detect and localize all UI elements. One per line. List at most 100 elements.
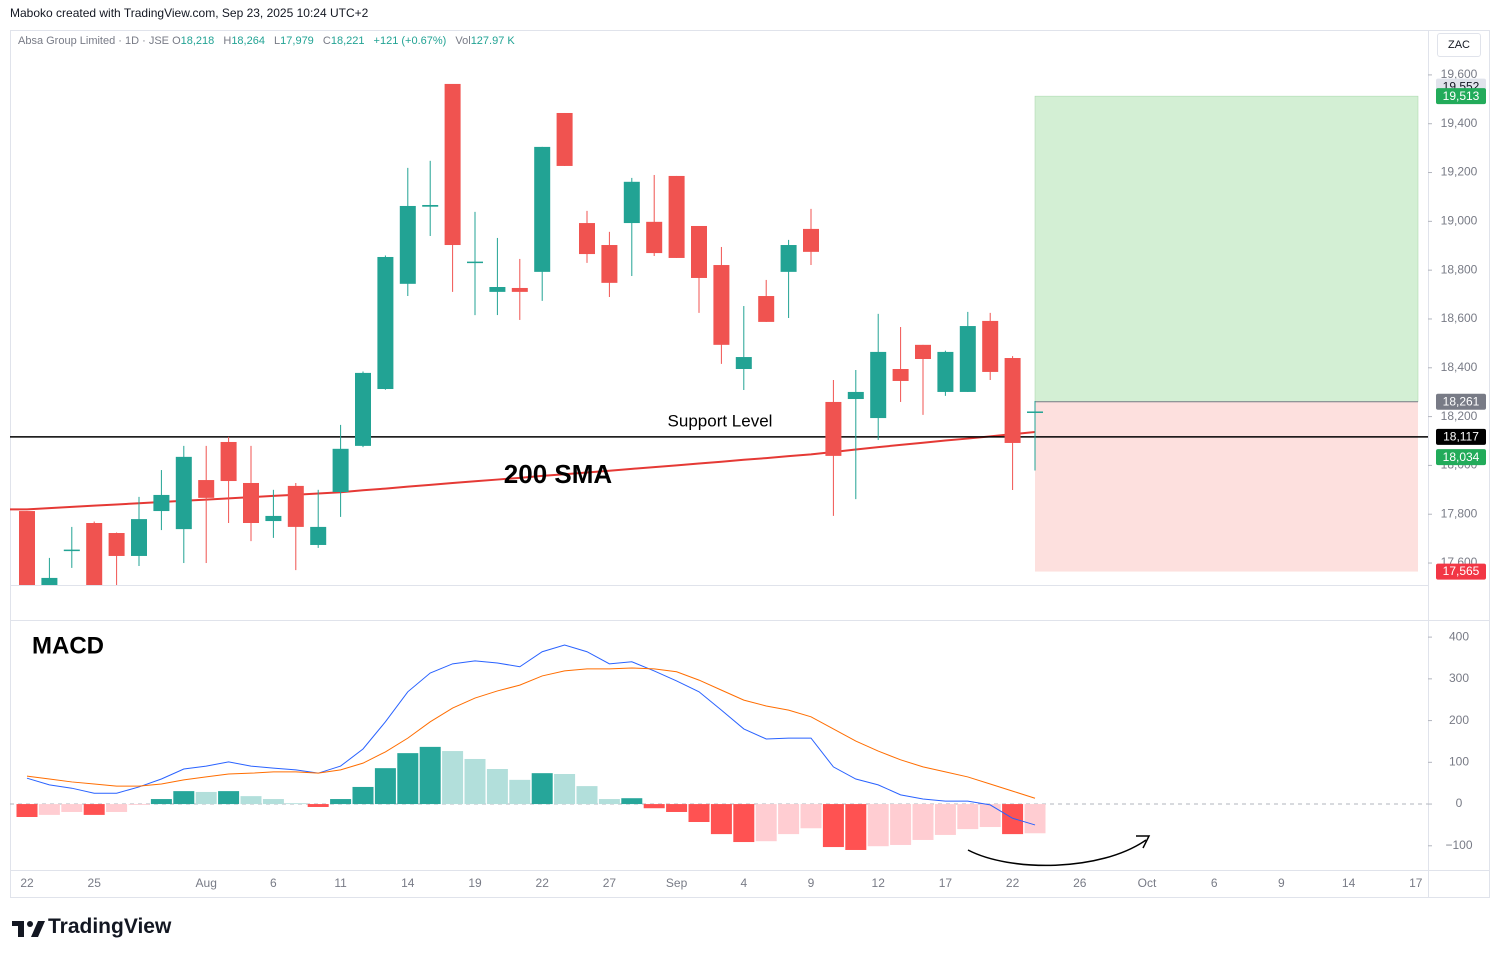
histogram-bar	[867, 804, 889, 847]
candle-body	[63, 549, 80, 552]
y-tick-label: 100	[1449, 754, 1469, 768]
candle-body	[937, 351, 954, 392]
arrow-head	[1136, 835, 1151, 849]
x-tick-label: 17	[1409, 876, 1423, 890]
histogram-bar	[464, 758, 486, 805]
price-tag	[1436, 449, 1486, 466]
y-tick-label: 19,400	[1441, 116, 1478, 130]
candle-body	[713, 265, 730, 345]
candle-body	[287, 485, 304, 527]
candle-body	[735, 357, 752, 370]
y-tick-label: 19,600	[1441, 67, 1478, 81]
y-tick-label: −100	[1445, 838, 1472, 852]
candle-body	[41, 577, 58, 585]
candle-body	[780, 245, 797, 272]
x-tick-label: 25	[88, 876, 102, 890]
histogram-bar	[352, 786, 374, 805]
candle-body	[892, 369, 909, 381]
histogram-bar	[688, 804, 710, 823]
candle-body	[332, 448, 349, 493]
histogram-bar	[128, 804, 150, 805]
histogram-bar	[576, 786, 598, 805]
price-tag	[1436, 88, 1486, 105]
histogram-bar	[16, 804, 38, 817]
axes: 17,60017,80018,00018,20018,40018,60018,8…	[20, 67, 1486, 890]
candle-body	[1004, 358, 1021, 443]
macd-line	[26, 667, 1036, 799]
histogram-bar	[38, 804, 60, 815]
support-label: Support Level	[668, 411, 773, 430]
candle-body	[803, 228, 819, 252]
candle-body	[108, 533, 125, 556]
candle-body	[534, 146, 551, 272]
y-tick-label: 18,800	[1441, 262, 1478, 276]
legend: Absa Group Limited · 1D · JSE O18,218 H1…	[18, 35, 521, 47]
candle-body	[623, 181, 640, 224]
y-tick-label: 19,200	[1441, 165, 1478, 179]
candle-body	[220, 441, 237, 482]
y-tick-label: 200	[1449, 713, 1469, 727]
histogram-bar	[778, 804, 800, 835]
histogram-bar	[934, 804, 956, 835]
y-tick-label: 19,000	[1441, 214, 1478, 228]
price-tag	[1436, 563, 1486, 580]
x-tick-label: Oct	[1138, 876, 1157, 890]
histogram-bar	[195, 791, 217, 805]
x-tick-label: 4	[740, 876, 747, 890]
price-tag	[1436, 393, 1486, 410]
histogram-bar	[397, 753, 419, 805]
histogram-bar	[150, 799, 172, 805]
histogram-bar	[61, 804, 83, 812]
candle-body	[355, 372, 371, 446]
histogram-bar	[240, 796, 262, 805]
candle-body	[691, 225, 707, 278]
histogram-bar	[1024, 804, 1046, 834]
legend-value: 127.97 K	[470, 35, 515, 47]
candle-body	[556, 112, 573, 166]
x-tick-label: 9	[1278, 876, 1285, 890]
x-tick-label: 27	[603, 876, 617, 890]
legend-value: 18,264	[231, 35, 265, 47]
candle-body	[310, 526, 327, 545]
candle-body	[646, 221, 663, 254]
x-tick-label: 6	[270, 876, 277, 890]
candle-body	[265, 515, 282, 522]
histogram-bar	[554, 774, 576, 805]
candle-body	[825, 401, 842, 456]
loss-zone	[1035, 401, 1418, 572]
macd-line	[26, 644, 1036, 826]
x-tick-label: 22	[536, 876, 550, 890]
candle-body	[511, 287, 528, 292]
candle-body	[422, 204, 439, 207]
candle-body	[175, 456, 192, 530]
x-tick-label: 19	[468, 876, 482, 890]
credit: Maboko created with TradingView.com, Sep…	[10, 6, 369, 20]
histogram-bar	[509, 779, 531, 805]
x-tick-label: 26	[1073, 876, 1087, 890]
histogram-bar	[1002, 804, 1024, 835]
histogram-bar	[733, 804, 755, 843]
macd-pane	[10, 644, 1428, 850]
x-tick-label: Aug	[196, 876, 217, 890]
legend-value: 18,218	[180, 35, 215, 47]
candle-body	[467, 261, 483, 264]
candle-body	[489, 286, 506, 292]
x-tick-label: 11	[334, 876, 347, 890]
candle-body	[847, 391, 864, 400]
x-tick-label: Sep	[666, 876, 688, 890]
histogram-bar	[598, 799, 620, 805]
y-tick-label: 18,400	[1441, 360, 1478, 374]
histogram-bar	[83, 804, 105, 815]
histogram-bar	[442, 751, 464, 805]
y-tick-label: 300	[1449, 671, 1469, 685]
histogram-bar	[666, 804, 688, 812]
macd-title: MACD	[32, 632, 104, 659]
legend-key: H	[223, 35, 232, 47]
currency-button[interactable]: ZAC	[1437, 33, 1481, 57]
candle-body	[758, 296, 775, 322]
candle-body	[1027, 411, 1043, 413]
brand-logo	[12, 921, 45, 937]
histogram-bar	[979, 804, 1001, 828]
candle-body	[959, 326, 976, 392]
